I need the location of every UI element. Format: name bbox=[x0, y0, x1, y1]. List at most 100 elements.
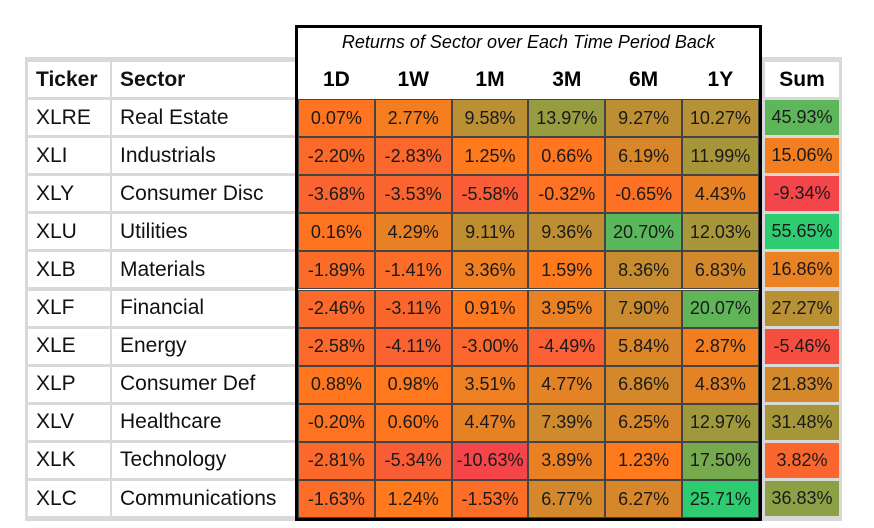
sum-cell: 27.27% bbox=[765, 290, 839, 326]
heatmap-cell: 6.27% bbox=[605, 480, 682, 519]
sector-label: Technology bbox=[112, 442, 295, 478]
sum-cell: 31.48% bbox=[765, 404, 839, 440]
heatmap-cell: 4.29% bbox=[374, 213, 452, 252]
heatmap-cell: 0.16% bbox=[298, 213, 375, 252]
sum-cell: 55.65% bbox=[765, 214, 839, 250]
heatmap-cell: 1.59% bbox=[528, 251, 606, 290]
sum-cell: -5.46% bbox=[765, 328, 839, 364]
heatmap-cell: 9.11% bbox=[451, 213, 529, 252]
heatmap-cell: 0.07% bbox=[298, 99, 375, 138]
heatmap-cell: 17.50% bbox=[682, 441, 759, 480]
sum-cell: 3.82% bbox=[765, 442, 839, 478]
heatmap-cell: 4.47% bbox=[451, 403, 529, 442]
sector-label: Healthcare bbox=[112, 404, 295, 440]
sector-label: Industrials bbox=[112, 138, 295, 174]
sector-header: Sector bbox=[112, 62, 295, 97]
sector-label: Financial bbox=[112, 290, 295, 326]
heatmap-cell: -3.68% bbox=[298, 175, 375, 214]
column-header-1d: 1D bbox=[322, 67, 350, 91]
heatmap-cell: 2.87% bbox=[682, 327, 759, 366]
heatmap-cell: 4.83% bbox=[682, 365, 759, 404]
sum-cell: -9.34% bbox=[765, 176, 839, 212]
heatmap-cell: -1.89% bbox=[298, 251, 375, 290]
heatmap-cell: 4.43% bbox=[682, 175, 759, 214]
heatmap-cell: 4.77% bbox=[528, 365, 606, 404]
heatmap-cell: 7.90% bbox=[605, 289, 682, 328]
column-header-1y: 1Y bbox=[707, 67, 734, 91]
sector-label: Utilities bbox=[112, 214, 295, 250]
heatmap-cell: -0.32% bbox=[528, 175, 606, 214]
heatmap-cell: -2.58% bbox=[298, 327, 375, 366]
heatmap-cell: -2.81% bbox=[298, 441, 375, 480]
heatmap-cell: 10.27% bbox=[682, 99, 759, 138]
heatmap-cell: 12.97% bbox=[682, 403, 759, 442]
ticker-label: XLB bbox=[28, 252, 110, 288]
heatmap-cell: 1.25% bbox=[451, 137, 529, 176]
heatmap-cell: 0.66% bbox=[528, 137, 606, 176]
ticker-label: XLC bbox=[28, 481, 110, 517]
heatmap-cell: 0.60% bbox=[374, 403, 452, 442]
sum-cell: 15.06% bbox=[765, 138, 839, 174]
heatmap-cell: -5.58% bbox=[451, 175, 529, 214]
ticker-label: XLF bbox=[28, 290, 110, 326]
ticker-label: XLY bbox=[28, 176, 110, 212]
heatmap-cell: 0.91% bbox=[451, 289, 529, 328]
heatmap-cell: -3.11% bbox=[374, 289, 452, 328]
sector-label: Materials bbox=[112, 252, 295, 288]
heatmap-cell: 13.97% bbox=[528, 99, 606, 138]
heatmap-cell: -2.20% bbox=[298, 137, 375, 176]
heatmap-cell: 6.19% bbox=[605, 137, 682, 176]
heatmap-cell: 0.98% bbox=[374, 365, 452, 404]
heatmap-cell: -1.53% bbox=[451, 480, 529, 519]
heatmap-cell: -1.41% bbox=[374, 251, 452, 290]
heatmap-cell: -10.63% bbox=[451, 441, 529, 480]
heatmap-cell: 6.83% bbox=[682, 251, 759, 290]
ticker-label: XLP bbox=[28, 366, 110, 402]
chart-title: Returns of Sector over Each Time Period … bbox=[341, 32, 715, 52]
ticker-label: XLV bbox=[28, 404, 110, 440]
heatmap-cell: -4.49% bbox=[528, 327, 606, 366]
heatmap-cell: -2.83% bbox=[374, 137, 452, 176]
sector-label: Energy bbox=[112, 328, 295, 364]
heatmap-cell: -5.34% bbox=[374, 441, 452, 480]
heatmap-cell: 3.89% bbox=[528, 441, 606, 480]
heatmap-cell: -3.00% bbox=[451, 327, 529, 366]
sum-cell: 16.86% bbox=[765, 252, 839, 288]
ticker-header: Ticker bbox=[28, 62, 110, 97]
heatmap-cell: 11.99% bbox=[682, 137, 759, 176]
heatmap-cell: 8.36% bbox=[605, 251, 682, 290]
heatmap-cell: -1.63% bbox=[298, 480, 375, 519]
heatmap-cell: 1.24% bbox=[374, 480, 452, 519]
heatmap-cell: 7.39% bbox=[528, 403, 606, 442]
ticker-label: XLI bbox=[28, 138, 110, 174]
heatmap-cell: -0.65% bbox=[605, 175, 682, 214]
heatmap-cell: -3.53% bbox=[374, 175, 452, 214]
sector-label: Communications bbox=[112, 481, 295, 517]
heatmap-cell: 0.88% bbox=[298, 365, 375, 404]
heatmap-cell: 9.36% bbox=[528, 213, 606, 252]
ticker-label: XLU bbox=[28, 214, 110, 250]
heatmap-cell: 9.27% bbox=[605, 99, 682, 138]
heatmap-cell: 9.58% bbox=[451, 99, 529, 138]
heatmap-cell: 20.70% bbox=[605, 213, 682, 252]
heatmap-cell: 1.23% bbox=[605, 441, 682, 480]
heatmap-cell: 2.77% bbox=[374, 99, 452, 138]
heatmap-cell: 3.36% bbox=[451, 251, 529, 290]
sum-header: Sum bbox=[765, 62, 839, 97]
ticker-label: XLK bbox=[28, 442, 110, 478]
sum-cell: 21.83% bbox=[765, 366, 839, 402]
sum-cell: 36.83% bbox=[765, 481, 839, 517]
heatmap-cell: 5.84% bbox=[605, 327, 682, 366]
heatmap-cell: -2.46% bbox=[298, 289, 375, 328]
heatmap-cell: 20.07% bbox=[682, 289, 759, 328]
heatmap-cell: 6.77% bbox=[528, 480, 606, 519]
ticker-label: XLE bbox=[28, 328, 110, 364]
heatmap-cell: -4.11% bbox=[374, 327, 452, 366]
heatmap-cell: -0.20% bbox=[298, 403, 375, 442]
heatmap-cell: 3.51% bbox=[451, 365, 529, 404]
heatmap-cell: 25.71% bbox=[682, 480, 759, 519]
column-header-1w: 1W bbox=[397, 67, 429, 91]
sum-cell: 45.93% bbox=[765, 100, 839, 136]
heatmap-cell: 12.03% bbox=[682, 213, 759, 252]
